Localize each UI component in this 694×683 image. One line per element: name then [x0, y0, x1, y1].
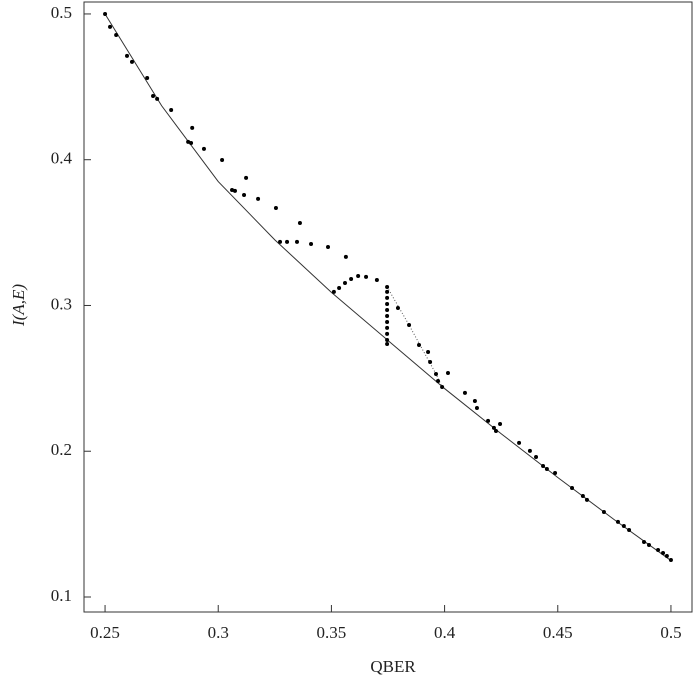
point — [440, 384, 445, 389]
point — [385, 313, 390, 318]
point — [169, 108, 174, 113]
point — [553, 470, 558, 475]
point — [189, 140, 194, 145]
point — [295, 239, 300, 244]
point — [244, 175, 249, 180]
point — [309, 241, 314, 246]
point — [426, 349, 431, 354]
x-tick-label: 0.25 — [90, 623, 120, 642]
point — [342, 281, 347, 286]
point — [544, 467, 549, 472]
y-axis-label: I(A,E) — [9, 284, 28, 327]
y-tick-label: 0.4 — [51, 149, 73, 168]
point — [273, 205, 278, 210]
point — [407, 323, 412, 328]
point — [385, 295, 390, 300]
point — [385, 289, 390, 294]
y-tick-label: 0.3 — [51, 294, 72, 313]
point — [436, 378, 441, 383]
point — [103, 11, 108, 16]
point — [664, 554, 669, 559]
point — [125, 53, 130, 58]
point — [472, 398, 477, 403]
point — [385, 341, 390, 346]
point — [326, 245, 331, 250]
x-tick-label: 0.45 — [543, 623, 573, 642]
point — [155, 96, 160, 101]
point — [232, 188, 237, 193]
point — [385, 331, 390, 336]
point — [615, 519, 620, 524]
point — [385, 319, 390, 324]
point — [534, 455, 539, 460]
point — [385, 307, 390, 312]
point — [580, 493, 585, 498]
x-tick-label: 0.4 — [434, 623, 456, 642]
point — [114, 32, 119, 37]
point — [108, 24, 113, 29]
point — [517, 440, 522, 445]
point — [570, 485, 575, 490]
point — [374, 277, 379, 282]
point — [668, 557, 673, 562]
point — [337, 285, 342, 290]
x-tick-label: 0.3 — [208, 623, 229, 642]
point — [627, 527, 632, 532]
point — [433, 371, 438, 376]
point — [151, 94, 156, 99]
point — [385, 325, 390, 330]
point — [256, 196, 261, 201]
point — [343, 254, 348, 259]
point — [462, 390, 467, 395]
point — [474, 405, 479, 410]
point — [385, 284, 390, 289]
point — [395, 305, 400, 310]
point — [331, 289, 336, 294]
point — [646, 542, 651, 547]
point — [297, 220, 302, 225]
point — [385, 338, 390, 343]
point — [527, 448, 532, 453]
y-tick-label: 0.1 — [51, 586, 72, 605]
x-tick-label: 0.5 — [660, 623, 681, 642]
point — [129, 59, 134, 64]
point — [364, 274, 369, 279]
y-tick-label: 0.5 — [51, 3, 72, 22]
point — [145, 75, 150, 80]
point — [385, 302, 390, 307]
x-tick-label: 0.35 — [317, 623, 347, 642]
point — [445, 370, 450, 375]
point — [201, 146, 206, 151]
point — [190, 125, 195, 130]
point — [584, 497, 589, 502]
point — [498, 421, 503, 426]
point — [242, 192, 247, 197]
x-axis-label: QBER — [370, 657, 416, 676]
plot-frame — [83, 1, 693, 613]
point — [541, 463, 546, 468]
point — [417, 342, 422, 347]
point — [285, 239, 290, 244]
dotted-curve — [386, 286, 443, 388]
point — [621, 524, 626, 529]
point — [661, 550, 666, 555]
point — [428, 360, 433, 365]
point — [642, 540, 647, 545]
point — [493, 428, 498, 433]
point — [486, 418, 491, 423]
point — [220, 158, 225, 163]
point — [601, 510, 606, 515]
point — [356, 274, 361, 279]
point — [656, 548, 661, 553]
point — [349, 276, 354, 281]
y-tick-label: 0.2 — [51, 440, 72, 459]
point — [278, 239, 283, 244]
point — [491, 425, 496, 430]
